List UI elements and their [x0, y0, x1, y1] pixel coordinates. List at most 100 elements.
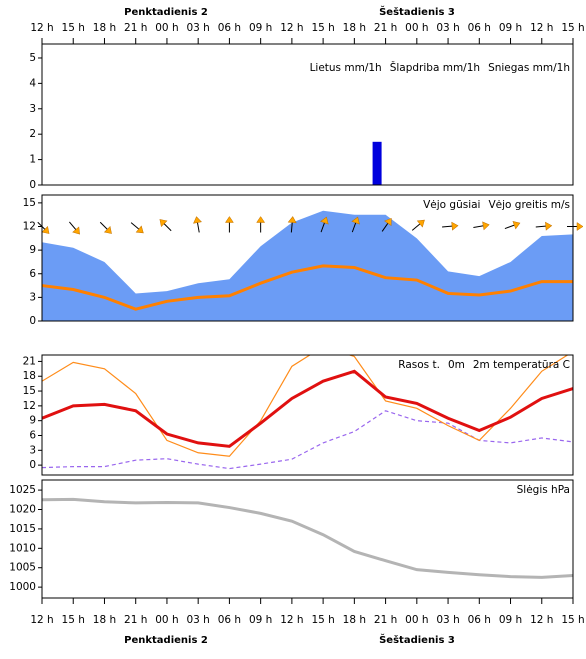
series-line	[42, 355, 569, 457]
wind-arrow	[159, 219, 172, 232]
y-tick-label: 2	[29, 128, 36, 140]
legend-label: 0m	[448, 359, 465, 371]
x-tick-label: 00 h	[155, 22, 178, 34]
y-tick-label: 1020	[9, 504, 36, 516]
arrow-head	[193, 216, 202, 224]
x-tick-label: 09 h	[249, 22, 272, 34]
arrow-head	[351, 216, 360, 225]
day-label: Penktadienis 2	[124, 635, 208, 646]
x-tick-label: 00 h	[405, 614, 428, 626]
wind-speed-line	[41, 264, 573, 311]
x-tick-label: 09 h	[249, 614, 272, 626]
wind-arrow	[442, 221, 459, 231]
wind-arrow	[381, 217, 392, 232]
x-tick-label: 15 h	[561, 22, 584, 34]
arrow-head	[545, 221, 553, 231]
legend-label: Vėjo gūsiai	[423, 199, 480, 211]
y-tick-label: 12	[23, 221, 36, 233]
x-tick-label: 12 h	[30, 22, 53, 34]
arrow-head	[41, 225, 50, 234]
x-tick-label: 18 h	[93, 22, 116, 34]
wind-arrow	[351, 216, 360, 233]
x-tick-label: 06 h	[218, 614, 241, 626]
y-tick-label: 15	[23, 385, 36, 397]
wind-arrow	[411, 219, 425, 231]
y-tick-label: 6	[29, 429, 36, 441]
series-line	[42, 410, 573, 470]
panel-frame	[41, 479, 574, 599]
plot-clip	[42, 355, 573, 470]
day-label: Šeštadienis 3	[379, 633, 455, 646]
y-tick-label: 4	[29, 77, 36, 89]
wind-arrow	[567, 222, 584, 231]
wind-arrow	[320, 216, 329, 233]
y-tick-label: 1015	[9, 523, 36, 535]
arrow-head	[320, 216, 329, 225]
y-tick-label: 0	[29, 459, 36, 471]
y-tick-label: 0	[29, 179, 36, 191]
x-tick-label: 15 h	[62, 22, 85, 34]
wind-arrow	[193, 216, 202, 233]
arrow-head	[224, 216, 234, 223]
arrow-head	[103, 225, 112, 234]
arrow-head	[416, 219, 425, 228]
panel-frame	[41, 43, 574, 186]
y-tick-label: 1010	[9, 542, 36, 554]
series-line	[42, 369, 573, 448]
day-label: Šeštadienis 3	[379, 5, 455, 18]
wind-arrow	[130, 222, 144, 234]
wind-arrow	[99, 221, 112, 234]
arrow-head	[384, 217, 392, 226]
x-tick-label: 21 h	[124, 22, 147, 34]
x-tick-label: 12 h	[530, 22, 553, 34]
y-tick-label: 18	[23, 370, 36, 382]
y-tick-label: 1005	[9, 562, 36, 574]
y-tick-label: 9	[29, 244, 36, 256]
wind-arrow	[224, 216, 234, 233]
arrow-head	[482, 221, 490, 231]
x-tick-label: 21 h	[124, 614, 147, 626]
legend-label: 2m temperatūra C	[473, 359, 570, 371]
arrow-head	[451, 221, 459, 231]
x-tick-label: 21 h	[374, 614, 397, 626]
y-tick-label: 12	[23, 400, 36, 412]
arrow-head	[287, 216, 297, 224]
x-tick-label: 06 h	[218, 22, 241, 34]
x-tick-label: 12 h	[30, 614, 53, 626]
arrow-head	[256, 216, 266, 223]
x-tick-label: 18 h	[343, 22, 366, 34]
y-tick-label: 3	[29, 444, 36, 456]
x-tick-label: 03 h	[186, 614, 209, 626]
x-tick-label: 12 h	[530, 614, 553, 626]
panel-frame	[41, 354, 574, 476]
y-tick-label: 3	[29, 103, 36, 115]
arrow-head	[72, 226, 80, 235]
wind-arrow	[535, 221, 553, 231]
wind-arrow	[504, 221, 521, 230]
x-tick-label: 06 h	[468, 614, 491, 626]
arrow-head	[135, 225, 144, 234]
precip-bar	[372, 141, 382, 185]
y-tick-label: 6	[29, 268, 36, 280]
y-tick-label: 0	[29, 315, 36, 327]
x-tick-label: 03 h	[436, 614, 459, 626]
y-tick-label: 1	[29, 154, 36, 166]
gust-area	[42, 210, 573, 321]
x-tick-label: 15 h	[561, 614, 584, 626]
x-tick-label: 18 h	[93, 614, 116, 626]
arrow-head	[512, 221, 521, 230]
arrow-head	[576, 222, 584, 231]
x-tick-label: 21 h	[374, 22, 397, 34]
wind-arrow	[37, 221, 50, 234]
y-tick-label: 21	[23, 355, 36, 367]
x-tick-label: 09 h	[499, 22, 522, 34]
x-tick-label: 12 h	[280, 22, 303, 34]
x-tick-label: 03 h	[186, 22, 209, 34]
wind-arrow	[256, 216, 266, 233]
series-line	[41, 497, 574, 579]
x-tick-label: 15 h	[311, 22, 334, 34]
panel-frame	[41, 194, 574, 322]
wind-arrow	[287, 216, 297, 233]
x-tick-label: 06 h	[468, 22, 491, 34]
